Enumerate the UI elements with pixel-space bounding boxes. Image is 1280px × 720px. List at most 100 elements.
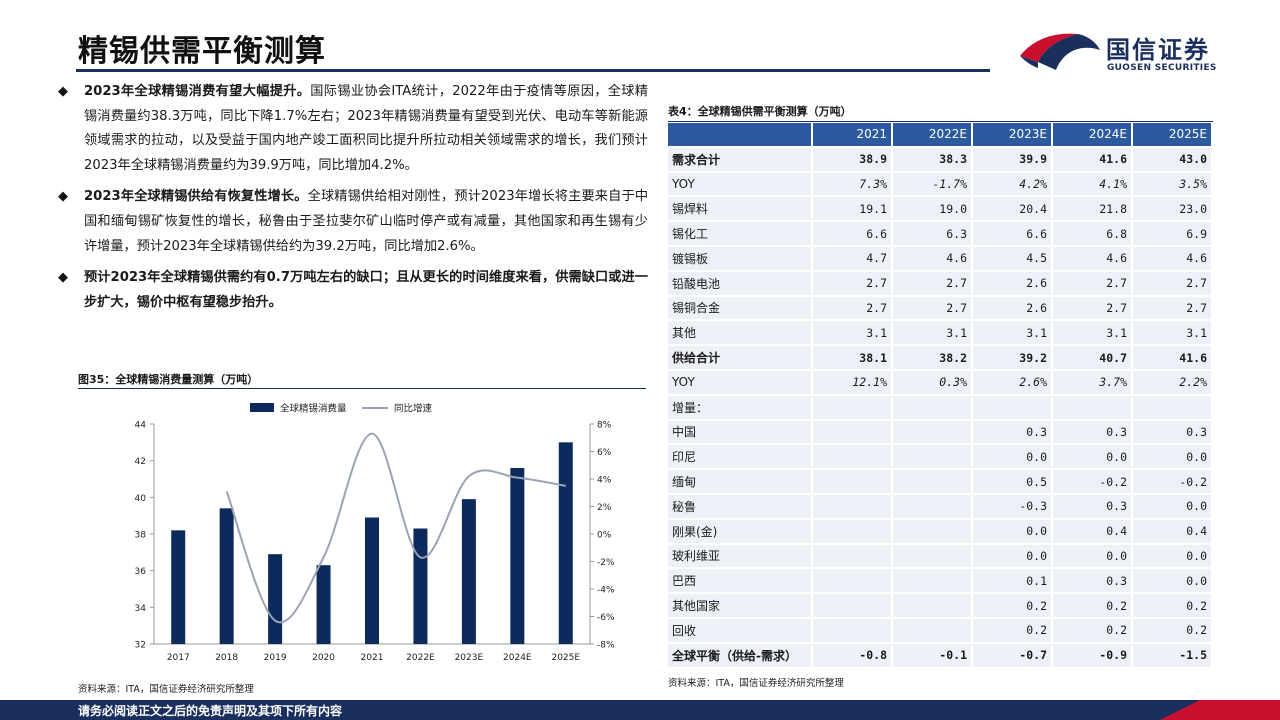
left-tick-label: 36: [135, 567, 147, 577]
table-cell: 2.7: [813, 296, 893, 322]
table-cell: 39.9: [973, 147, 1053, 173]
table-row: 锡铜合金 2.7 2.7 2.6 2.7 2.7: [668, 296, 1213, 322]
table-cell: [893, 470, 973, 495]
x-tick-label: 2025E: [551, 653, 580, 663]
table-cell: 0.0: [1133, 494, 1213, 520]
row-label: 回收: [668, 618, 813, 644]
right-tick-label: -2%: [597, 558, 615, 568]
bullet-item: ◆ 预计2023年全球精锡供需约有0.7万吨左右的缺口；且从更长的时间维度来看，…: [58, 266, 648, 315]
table-cell: -0.3: [973, 494, 1053, 520]
row-label: 刚果(金): [668, 519, 813, 545]
right-tick-label: 6%: [597, 448, 612, 458]
table-row: YOY 12.1% 0.3% 2.6% 3.7% 2.2%: [668, 370, 1213, 396]
table-cell: -1.5: [1133, 643, 1213, 669]
table-cell: -0.9: [1053, 643, 1133, 669]
table-row: 缅甸 0.5 -0.2 -0.2: [668, 470, 1213, 495]
table-cell: 3.1: [893, 321, 973, 347]
table-cell: 0.0: [1133, 569, 1213, 595]
table-header-cell: 2024E: [1053, 123, 1133, 148]
table-cell: 12.1%: [813, 370, 893, 396]
table-row: 需求合计 38.9 38.3 39.9 41.6 43.0: [668, 147, 1213, 173]
legend-line-label: 同比增速: [394, 403, 433, 415]
chart-svg: 32 34 36 38 40 42 44 -8% -6% -4% -2% 0% 2% 4% 6% 8% 2017…: [135, 403, 615, 664]
table-cell: 3.1: [813, 321, 893, 347]
row-label: 缅甸: [668, 470, 813, 495]
table-cell: 6.9: [1133, 222, 1213, 247]
consumption-chart: 32 34 36 38 40 42 44 -8% -6% -4% -2% 0% 2% 4% 6% 8% 2017…: [78, 390, 646, 676]
table-cell: 0.0: [1133, 544, 1213, 570]
right-tick-label: 2%: [597, 503, 612, 513]
row-label: 印尼: [668, 445, 813, 471]
row-label: 增量：: [668, 395, 813, 421]
table-cell: 2.7: [893, 271, 973, 297]
table-header-row: 2021 2022E 2023E 2024E 2025E: [668, 123, 1213, 148]
table-cell: 6.3: [893, 222, 973, 247]
table-cell: 3.1: [1053, 321, 1133, 347]
table-cell: 6.6: [973, 222, 1053, 247]
table-row: YOY 7.3% -1.7% 4.2% 4.1% 3.5%: [668, 172, 1213, 198]
table-header-cell: 2025E: [1133, 123, 1213, 148]
table-cell: 39.2: [973, 346, 1053, 371]
table-cell: [893, 395, 973, 421]
table-cell: [813, 519, 893, 545]
consumption-bar: [510, 468, 525, 644]
left-tick-label: 44: [135, 421, 147, 431]
table-cell: 41.6: [1053, 147, 1133, 173]
row-label: 全球平衡（供给-需求）: [668, 643, 813, 669]
table-cell: 2.7: [1133, 296, 1213, 322]
table-cell: [813, 445, 893, 471]
table-cell: 0.0: [1053, 445, 1133, 471]
bullet-item: ◆ 2023年全球精锡供给有恢复性增长。全球精锡供给相对刚性，预计2023年增长…: [58, 185, 648, 259]
table-cell: -0.1: [893, 643, 973, 669]
bullet-list: ◆ 2023年全球精锡消费有望大幅提升。国际锡业协会ITA统计，2022年由于疫…: [58, 80, 648, 322]
table-cell: 2.6%: [973, 370, 1053, 396]
table-cell: -0.2: [1053, 470, 1133, 495]
x-tick-label: 2024E: [503, 653, 532, 663]
table-cell: 0.3: [1053, 569, 1133, 595]
table-cell: 2.7: [893, 296, 973, 322]
table-cell: [813, 494, 893, 520]
row-label: YOY: [668, 172, 813, 198]
left-tick-label: 38: [135, 531, 147, 541]
table-cell: 0.3: [1133, 420, 1213, 446]
row-label: 秘鲁: [668, 494, 813, 520]
table-cell: [893, 420, 973, 446]
legend-bar-swatch: [250, 403, 274, 412]
x-tick-label: 2023E: [455, 653, 484, 663]
table-cell: 6.8: [1053, 222, 1133, 247]
left-tick-label: 32: [135, 641, 146, 651]
growth-rate-line: [225, 432, 566, 624]
table-cell: [893, 445, 973, 471]
table-cell: 38.1: [813, 346, 893, 371]
table-divider: [668, 121, 1213, 122]
table-cell: 3.7%: [1053, 370, 1133, 396]
table-cell: 7.3%: [813, 172, 893, 198]
table-cell: 0.5: [973, 470, 1053, 495]
table-cell: 2.6: [973, 271, 1053, 297]
table-row: 铅酸电池 2.7 2.7 2.6 2.7 2.7: [668, 271, 1213, 297]
row-label: 锡铜合金: [668, 296, 813, 322]
table-cell: 2.6: [973, 296, 1053, 322]
row-label: YOY: [668, 370, 813, 396]
table-cell: 20.4: [973, 197, 1053, 223]
row-label: 供给合计: [668, 346, 813, 371]
x-tick-label: 2022E: [406, 653, 435, 663]
table-row: 玻利维亚 0.0 0.0 0.0: [668, 544, 1213, 570]
bullet-lead: 预计2023年全球精锡供需约有0.7万吨左右的缺口；且从更长的时间维度来看，供需…: [84, 270, 648, 310]
table-cell: [1053, 395, 1133, 421]
table-cell: [1133, 395, 1213, 421]
table-cell: 4.7: [813, 246, 893, 272]
table-cell: 0.3: [1053, 420, 1133, 446]
table-cell: 2.7: [1133, 271, 1213, 297]
row-label: 锡化工: [668, 222, 813, 247]
table-cell: 38.2: [893, 346, 973, 371]
table-cell: [813, 544, 893, 570]
guosen-logo: 国信证券 GUOSEN SECURITIES: [1016, 28, 1216, 76]
diamond-bullet-icon: ◆: [58, 189, 68, 205]
footer-bar: 请务必阅读正文之后的免责声明及其项下所有内容: [0, 700, 1280, 720]
table-cell: 2.7: [1053, 271, 1133, 297]
logo-english-name: GUOSEN SECURITIES: [1107, 63, 1217, 73]
bullet-lead: 2023年全球精锡供给有恢复性增长。: [84, 189, 308, 205]
table-cell: [813, 420, 893, 446]
right-tick-label: 4%: [597, 476, 612, 486]
